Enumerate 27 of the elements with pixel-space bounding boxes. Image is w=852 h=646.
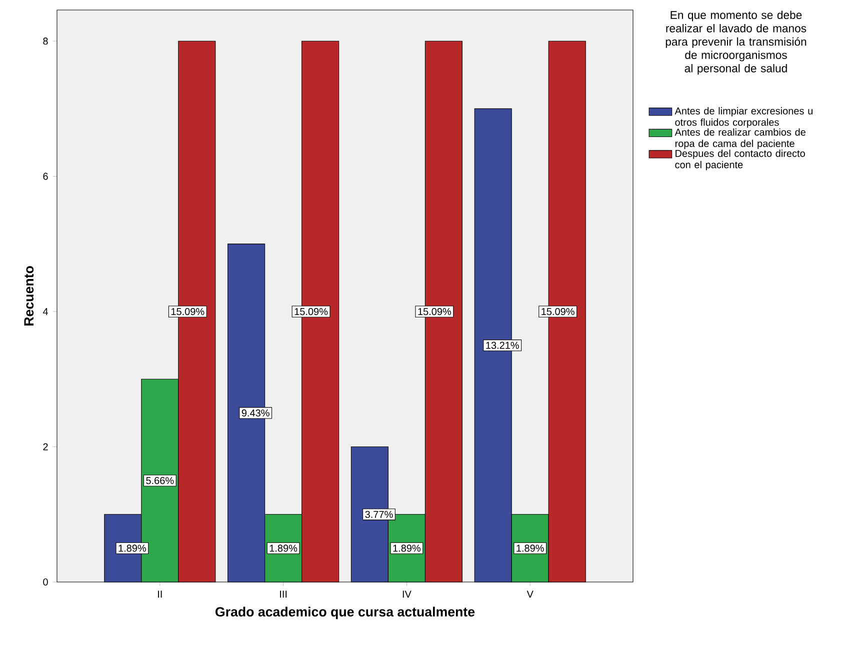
legend-title: En que momento se debe realizar el lavado de manos para prevenir la transmisión de microorganismos al personal de salud: [666, 10, 806, 75]
y-tick-label: 2: [43, 443, 48, 450]
annotation: 15.09%: [171, 308, 204, 316]
annotation: 15.09%: [418, 308, 452, 316]
annotation: 13.21%: [486, 342, 519, 349]
x-axis-title: Grado academico que cursa actualmente: [216, 606, 475, 620]
annotation: 1.89%: [270, 544, 298, 552]
annotation: 1.89%: [393, 544, 421, 552]
annotation: 1.89%: [516, 544, 544, 552]
annotation: 15.09%: [542, 308, 574, 316]
legend-label: Despues del contacto directo con el paciente: [675, 150, 805, 170]
y-axis-title: Recuento: [24, 266, 34, 326]
x-tick-label: IV: [402, 590, 412, 598]
y-tick-label: 0: [43, 578, 48, 586]
y-tick-label: 4: [42, 308, 48, 315]
annotation: 1.89%: [118, 544, 146, 552]
annotation: 5.66%: [146, 477, 174, 484]
y-tick-label: 8: [43, 38, 48, 45]
legend-label: Antes de realizar cambios de ropa de cama del paciente: [674, 128, 806, 150]
x-tick-label: III: [280, 590, 287, 598]
legend-label: Antes de limpiar excresiones u otros fluidos corporales: [674, 107, 812, 128]
y-tick-label: 6: [43, 172, 48, 180]
annotation: 9.43%: [242, 409, 270, 417]
annotation: 15.09%: [294, 308, 328, 316]
x-tick-label: II: [158, 590, 162, 598]
x-tick-label: V: [526, 590, 534, 598]
annotation: 3.77%: [365, 510, 393, 518]
